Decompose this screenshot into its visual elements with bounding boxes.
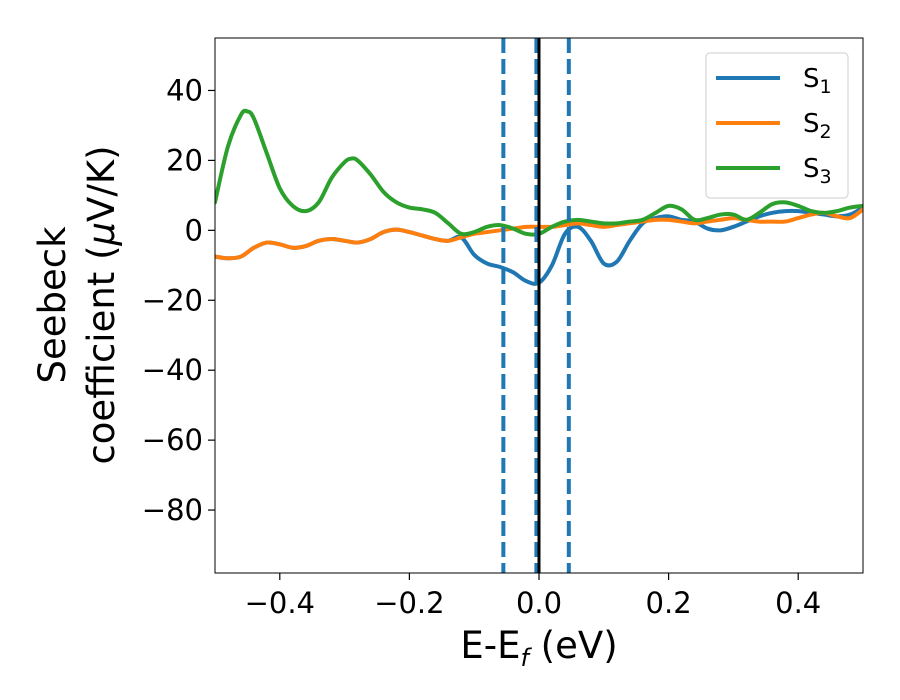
legend-label-s3: S3 <box>803 154 832 188</box>
legend-box <box>705 52 849 199</box>
series-line-s3 <box>215 108 863 237</box>
x-axis: −0.4 −0.2 0.0 0.2 0.4 <box>245 573 821 620</box>
legend-label-s1: S1 <box>803 64 832 98</box>
reference-lines <box>501 38 571 573</box>
y-tick-label: 20 <box>166 143 203 177</box>
legend-label-s2: S2 <box>803 109 832 143</box>
x-axis-label: E-Ef (eV) <box>460 624 617 672</box>
x-tick-label: −0.2 <box>374 586 444 620</box>
y-tick-label: −20 <box>142 283 203 317</box>
y-axis-label-line1: Seebeck <box>31 226 74 384</box>
legend: S1 S2 S3 <box>705 52 849 199</box>
x-tick-label: 0.0 <box>516 586 562 620</box>
y-tick-label: 40 <box>166 73 203 107</box>
x-tick-label: −0.4 <box>245 586 315 620</box>
x-tick-label: 0.4 <box>775 586 821 620</box>
y-tick-label: −60 <box>142 423 203 457</box>
y-tick-label: −80 <box>142 493 203 527</box>
y-axis: 40 20 0 −20 −40 −60 −80 <box>142 73 215 527</box>
x-tick-label: 0.2 <box>646 586 692 620</box>
y-tick-label: −40 <box>142 353 203 387</box>
y-tick-label: 0 <box>185 213 203 247</box>
y-axis-label-line2: coefficient (μV/K) <box>80 145 123 464</box>
